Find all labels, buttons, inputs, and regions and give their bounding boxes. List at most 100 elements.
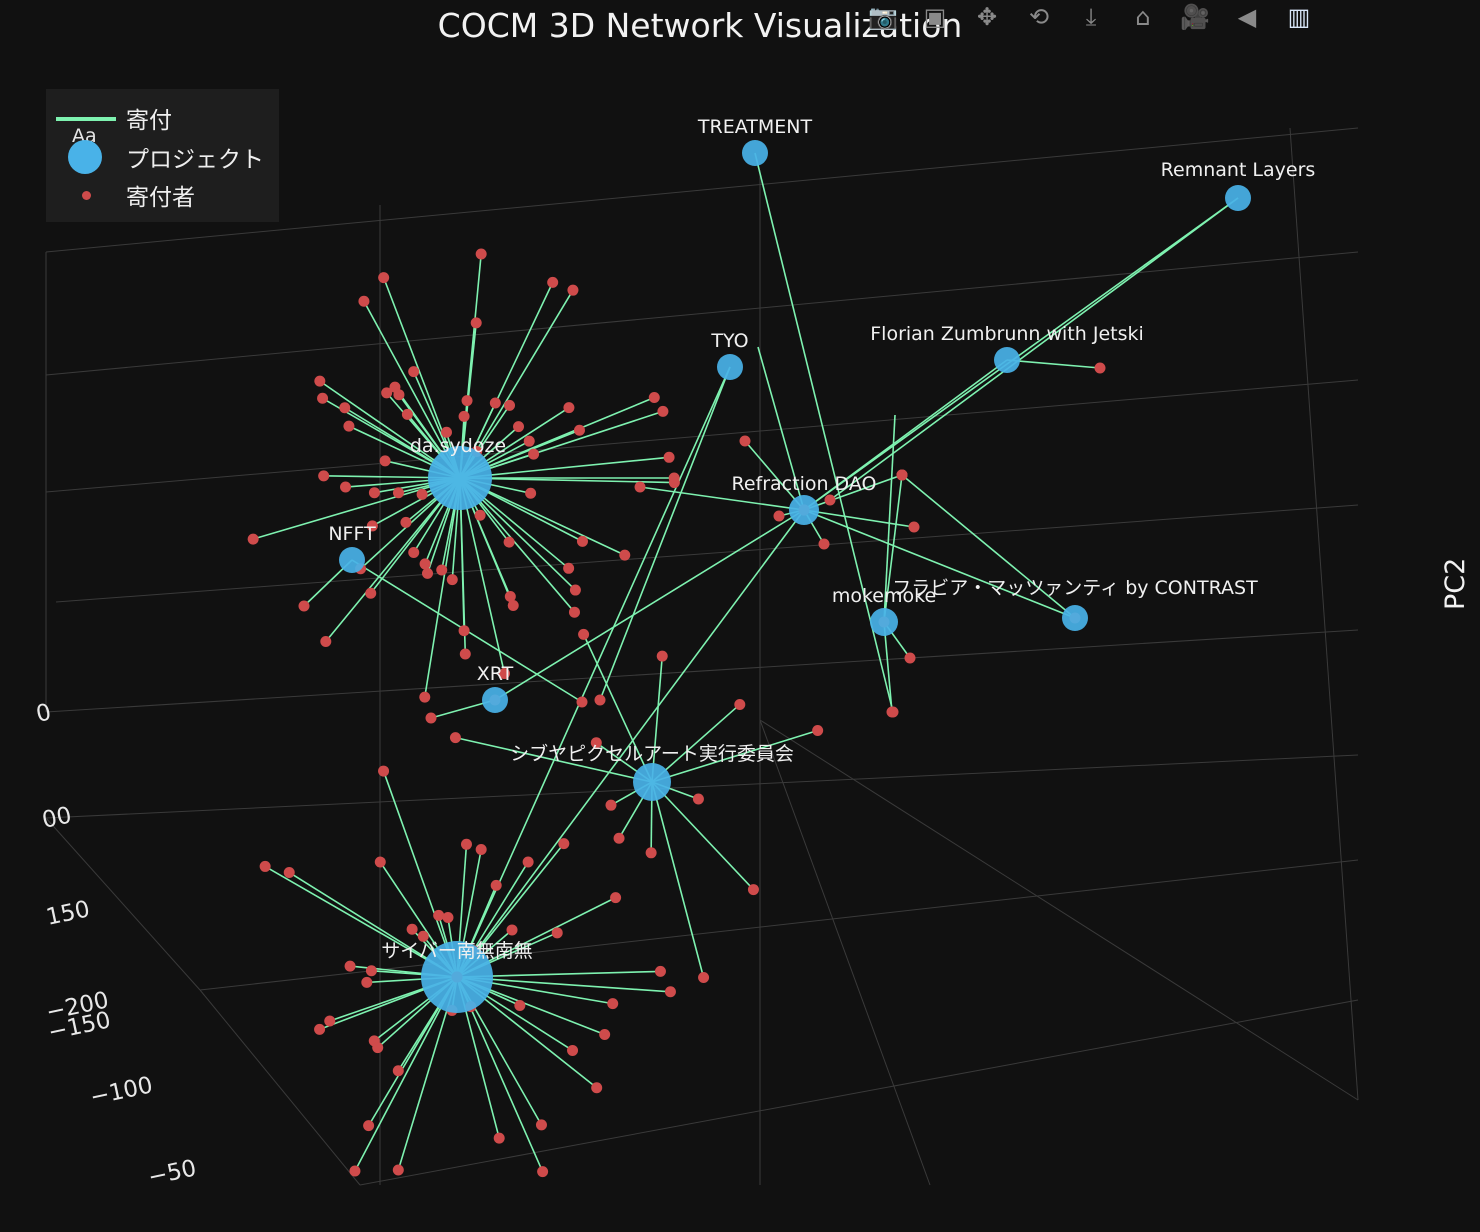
project-label: NFFT [328, 523, 376, 545]
project-label: サイバー南無南無 [381, 940, 533, 962]
home-icon[interactable]: ⌂ [1135, 3, 1151, 31]
donor-point [599, 1028, 611, 1040]
donation-edge [803, 474, 903, 511]
project-node[interactable] [428, 446, 492, 510]
donor-point [594, 694, 606, 706]
donor-point [368, 487, 380, 499]
camera-view-icon[interactable]: 🎥 [1180, 3, 1210, 31]
donor-point [349, 1165, 361, 1177]
donor-point [392, 1164, 404, 1176]
donor-point [818, 538, 830, 550]
donor-point [551, 927, 563, 939]
donor-point [507, 600, 519, 612]
donor-point [590, 737, 602, 749]
donation-edge [639, 486, 805, 511]
donor-point [568, 606, 580, 618]
donor-point [692, 793, 704, 805]
donor-point [446, 574, 458, 586]
donor-point [408, 366, 420, 378]
donor-point [605, 799, 617, 811]
legend-project-swatch [46, 139, 126, 175]
donor-point [461, 395, 473, 407]
plotly-logo-icon[interactable]: ▥ [1287, 3, 1311, 31]
donation-edges [252, 152, 1239, 1172]
donor-point [569, 584, 581, 596]
donor-point [433, 909, 445, 921]
grid-line [199, 859, 1359, 991]
project-node[interactable] [742, 140, 768, 166]
axis-tick-label: 0 [34, 699, 54, 727]
legend-label-project: プロジェクト [126, 147, 264, 173]
donor-point [406, 923, 418, 935]
donor-point [525, 487, 537, 499]
donor-point [458, 410, 470, 422]
legend-donor-swatch [46, 177, 126, 213]
donor-point [558, 838, 570, 850]
donor-point [567, 284, 579, 296]
project-label: フラビア・マッツァンティ by CONTRAST [892, 577, 1258, 599]
project-node[interactable] [1062, 605, 1088, 631]
donor-point [392, 1065, 404, 1077]
donor-point [576, 696, 588, 708]
donor-point [504, 591, 516, 603]
donor-point [648, 392, 660, 404]
donor-point [317, 392, 329, 404]
project-points [339, 140, 1251, 1013]
donor-point [657, 405, 669, 417]
project-node[interactable] [717, 354, 743, 380]
donor-point [493, 1132, 505, 1144]
pan-icon[interactable]: ✥ [976, 3, 998, 31]
donation-edge [1006, 359, 1101, 369]
project-node[interactable] [789, 495, 819, 525]
donation-edge [382, 277, 461, 479]
project-node[interactable] [633, 763, 671, 801]
donor-point [381, 387, 393, 399]
camera-icon[interactable]: 📷 [868, 3, 898, 31]
project-node[interactable] [421, 941, 493, 1013]
donor-point [436, 564, 448, 576]
project-node[interactable] [1225, 185, 1251, 211]
donor-point [504, 399, 516, 411]
legend-item-donor[interactable]: 寄付者 [46, 177, 195, 213]
turntable-icon[interactable]: ⤓ [1085, 3, 1097, 31]
donor-point [298, 600, 310, 612]
donor-point [378, 765, 390, 777]
grid-line [45, 817, 201, 991]
orbit-icon[interactable]: ⟲ [1028, 3, 1050, 31]
donor-point [634, 481, 646, 493]
donor-point [459, 648, 471, 660]
donor-point [458, 625, 470, 637]
project-node[interactable] [339, 547, 365, 573]
donor-point [578, 628, 590, 640]
zoom-icon[interactable]: ▣ [923, 3, 947, 31]
donation-edge [803, 359, 1008, 511]
donor-point [340, 481, 352, 493]
donation-edge [651, 729, 818, 783]
donor-point [645, 847, 657, 859]
donation-edge [651, 703, 741, 783]
donor-point [563, 402, 575, 414]
donor-point [514, 999, 526, 1011]
donor-point [361, 976, 373, 988]
donor-point [537, 1166, 549, 1178]
donor-point [422, 567, 434, 579]
legend-item-donation[interactable]: Aa 寄付 [46, 100, 172, 147]
donor-point [247, 533, 259, 545]
legend-item-project[interactable]: プロジェクト [46, 139, 264, 175]
donor-point [734, 698, 746, 710]
donation-edge [757, 346, 805, 511]
hover-icon[interactable]: ◀ [1237, 3, 1257, 31]
donor-point [668, 477, 680, 489]
donor-point [379, 455, 391, 467]
donor-point [474, 509, 486, 521]
donation-edge [883, 621, 893, 713]
project-node[interactable] [482, 687, 508, 713]
grid-line [45, 379, 1359, 493]
donor-point [417, 930, 429, 942]
axis-tick-label: 00 [40, 802, 74, 834]
project-node[interactable] [994, 347, 1020, 373]
donation-edge [325, 477, 461, 643]
project-label: Remnant Layers [1161, 159, 1316, 181]
project-node[interactable] [870, 608, 898, 636]
